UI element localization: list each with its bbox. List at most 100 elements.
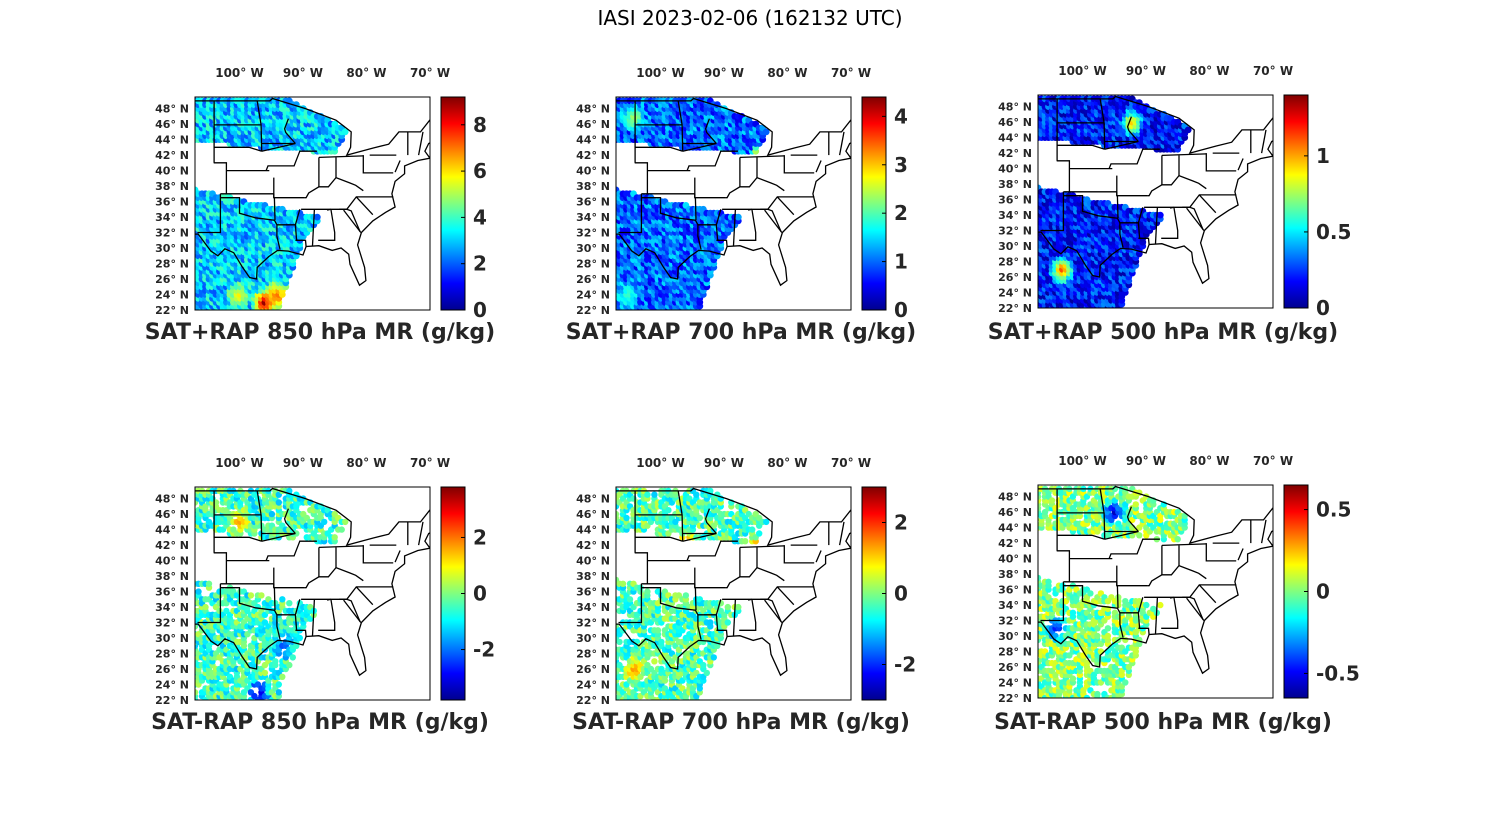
state-border bbox=[1056, 160, 1071, 193]
state-border bbox=[1116, 195, 1119, 219]
colorbar-tick-label: 2 bbox=[894, 201, 908, 225]
data-point bbox=[762, 128, 770, 136]
state-border bbox=[339, 208, 361, 233]
state-border bbox=[417, 131, 424, 156]
data-point bbox=[268, 510, 276, 518]
panel-title: SAT+RAP 850 hPa MR (g/kg) bbox=[144, 320, 496, 345]
lat-tick-label: 36° N bbox=[576, 196, 610, 209]
state-border bbox=[739, 209, 757, 241]
lat-tick-label: 24° N bbox=[155, 289, 189, 302]
colorbar-tick-label: 2 bbox=[473, 252, 487, 276]
state-border bbox=[677, 100, 684, 152]
colorbar-tick-label: 3 bbox=[894, 153, 908, 177]
state-border bbox=[394, 160, 401, 173]
state-border bbox=[1169, 206, 1175, 209]
state-border bbox=[838, 131, 845, 156]
state-border bbox=[760, 208, 782, 233]
lat-tick-label: 28° N bbox=[576, 258, 610, 271]
figure-title: IASI 2023-02-06 (162132 UTC) bbox=[597, 6, 903, 30]
data-point bbox=[258, 592, 265, 599]
panel-title: SAT+RAP 500 hPa MR (g/kg) bbox=[987, 320, 1339, 345]
data-point bbox=[341, 128, 349, 136]
colorbar-tick-label: 1 bbox=[894, 250, 908, 274]
state-border bbox=[1104, 140, 1139, 150]
lat-tick-label: 40° N bbox=[998, 163, 1032, 176]
state-border bbox=[343, 209, 362, 233]
lat-tick-label: 38° N bbox=[576, 180, 610, 193]
lon-tick-label: 90° W bbox=[704, 66, 744, 80]
lon-tick-label: 80° W bbox=[1189, 64, 1229, 78]
state-border bbox=[273, 197, 276, 221]
lat-tick-label: 38° N bbox=[998, 178, 1032, 191]
colorbar-tick-label: 0 bbox=[1316, 296, 1330, 320]
lat-tick-label: 44° N bbox=[155, 134, 189, 147]
colorbar-tick-label: 4 bbox=[473, 205, 487, 229]
state-border bbox=[261, 142, 296, 152]
lat-tick-label: 24° N bbox=[576, 289, 610, 302]
state-border bbox=[815, 160, 822, 173]
state-border bbox=[1063, 195, 1124, 248]
state-border bbox=[739, 155, 785, 159]
state-border bbox=[214, 146, 262, 152]
lat-tick-label: 34° N bbox=[155, 211, 189, 224]
lat-tick-label: 32° N bbox=[155, 227, 189, 240]
lat-tick-label: 44° N bbox=[576, 134, 610, 147]
panel-sat-plus-rap-500: 100° W 90° W 80° W 70° W 48° N 46° N 44° N 42° … bbox=[963, 53, 1443, 373]
state-border bbox=[732, 209, 737, 246]
map-frame bbox=[194, 96, 431, 311]
state-border bbox=[1161, 153, 1207, 157]
chart-svg: 100° W 90° W 80° W 70° W48° N46° N44° N42° … bbox=[155, 66, 487, 322]
lat-tick-label: 32° N bbox=[998, 225, 1032, 238]
data-point bbox=[313, 213, 321, 221]
state-border bbox=[326, 208, 332, 211]
lat-tick-label: 26° N bbox=[576, 273, 610, 286]
lat-tick-label: 40° N bbox=[155, 165, 189, 178]
state-border bbox=[764, 209, 783, 233]
data-point bbox=[195, 588, 202, 595]
lat-tick-label: 38° N bbox=[155, 180, 189, 193]
lat-tick-label: 34° N bbox=[998, 209, 1032, 222]
map-frame bbox=[615, 96, 852, 311]
state-border bbox=[1137, 207, 1144, 239]
state-border bbox=[355, 196, 374, 216]
colorbar-tick-label: 8 bbox=[473, 113, 487, 137]
lon-tick-label: 100° W bbox=[1058, 64, 1106, 78]
data-point bbox=[1156, 211, 1164, 219]
lon-tick-label: 90° W bbox=[283, 66, 323, 80]
state-border bbox=[220, 197, 281, 250]
coastline bbox=[195, 97, 430, 287]
lat-tick-label: 42° N bbox=[576, 149, 610, 162]
panel-title: SAT+RAP 700 hPa MR (g/kg) bbox=[565, 320, 917, 345]
state-border bbox=[1040, 191, 1065, 232]
lat-tick-label: 48° N bbox=[155, 103, 189, 116]
colorbar-tick-label: 6 bbox=[473, 159, 487, 183]
lon-tick-label: 70° W bbox=[1253, 64, 1293, 78]
data-point bbox=[275, 681, 282, 688]
lat-tick-label: 36° N bbox=[998, 194, 1032, 207]
state-border bbox=[704, 118, 717, 144]
lat-tick-label: 46° N bbox=[998, 116, 1032, 129]
coastline bbox=[1038, 95, 1273, 285]
state-border bbox=[197, 193, 222, 234]
state-border bbox=[1057, 144, 1105, 150]
lat-tick-label: 46° N bbox=[155, 118, 189, 131]
lat-tick-label: 36° N bbox=[155, 196, 189, 209]
data-point bbox=[286, 661, 293, 669]
lon-tick-label: 70° W bbox=[410, 66, 450, 80]
coastline bbox=[616, 97, 851, 287]
state-border bbox=[1126, 116, 1139, 142]
state-border bbox=[318, 155, 364, 159]
state-border bbox=[776, 196, 795, 216]
state-border bbox=[783, 155, 815, 174]
colorbar bbox=[861, 96, 887, 311]
data-point bbox=[279, 673, 286, 680]
lat-tick-label: 48° N bbox=[998, 101, 1032, 114]
state-border bbox=[1138, 237, 1150, 245]
data-point bbox=[195, 689, 199, 696]
lat-tick-label: 26° N bbox=[998, 271, 1032, 284]
colorbar bbox=[1283, 94, 1309, 309]
state-border bbox=[283, 118, 296, 144]
state-border bbox=[256, 100, 263, 152]
data-point bbox=[202, 603, 209, 611]
state-border bbox=[716, 239, 728, 247]
